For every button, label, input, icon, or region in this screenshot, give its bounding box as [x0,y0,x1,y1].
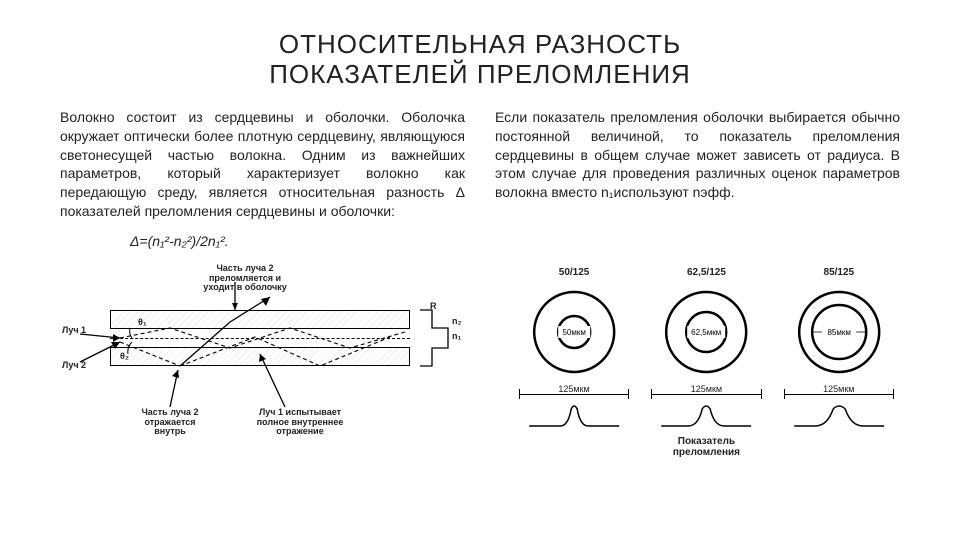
cross-sections: 50/125 50мкм 125мкм 62,5/125 [513,262,900,458]
ann-n2: n₂ [452,317,462,326]
ann-bot-right: Луч 1 испытываетполное внутреннееотражен… [240,408,360,436]
fiber-diagram: Часть луча 2преломляется иуходит в оболо… [60,262,488,442]
ann-ray2: Луч 2 [62,361,86,370]
circle-0: 50/125 50мкм 125мкм [513,267,635,436]
circle-0-svg: 50мкм [513,282,635,382]
circle-2-profile [778,401,900,431]
circle-1-dim: 125мкм [645,387,767,401]
left-paragraph: Волокно состоит из сердцевины и оболочки… [60,108,465,221]
ann-ray1: Луч 1 [62,326,86,335]
title-line-2: ПОКАЗАТЕЛЕЙ ПРЕЛОМЛЕНИЯ [269,59,691,89]
right-paragraph: Если показатель преломления оболочки выб… [495,108,900,202]
page-title: ОТНОСИТЕЛЬНАЯ РАЗНОСТЬ ПОКАЗАТЕЛЕЙ ПРЕЛО… [0,0,960,108]
ann-top: Часть луча 2преломляется иуходит в оболо… [190,264,300,292]
diagrams-row: Часть луча 2преломляется иуходит в оболо… [0,257,960,458]
ann-R: R [430,302,437,311]
text-columns: Волокно состоит из сердцевины и оболочки… [0,108,960,257]
circle-1-profile [645,401,767,431]
ann-n1: n₁ [452,332,461,341]
circle-1-svg: 62,5мкм [645,282,767,382]
circle-0-clad: 125мкм [554,384,594,394]
circle-2-svg: 85мкм [778,282,900,382]
circle-2-core: 85мкм [827,328,850,337]
circle-1-label: 62,5/125 [645,267,767,278]
right-column: Если показатель преломления оболочки выб… [495,108,900,257]
circle-0-dim: 125мкм [513,387,635,401]
circle-0-profile [513,401,635,431]
circle-1: 62,5/125 62,5мкм 125мкм Показательпрелом… [645,267,767,458]
left-column: Волокно состоит из сердцевины и оболочки… [60,108,465,257]
ann-theta1: θ₁ [138,318,147,327]
circle-0-core: 50мкм [562,328,585,337]
circle-1-core: 62,5мкм [691,328,721,337]
circle-2-label: 85/125 [778,267,900,278]
profile-legend: Показательпреломления [645,436,767,458]
circle-0-label: 50/125 [513,267,635,278]
ann-theta2: θ₂ [120,352,129,361]
circle-1-clad: 125мкм [686,384,726,394]
ann-bot-left: Часть луча 2отражаетсявнутрь [130,408,210,436]
circle-2-dim: 125мкм [778,387,900,401]
circle-2-clad: 125мкм [819,384,859,394]
title-line-1: ОТНОСИТЕЛЬНАЯ РАЗНОСТЬ [279,29,681,59]
formula: Δ=(n₁²-n₂²)/2n₁². [60,221,465,257]
circle-2: 85/125 85мкм 125мкм [778,267,900,436]
